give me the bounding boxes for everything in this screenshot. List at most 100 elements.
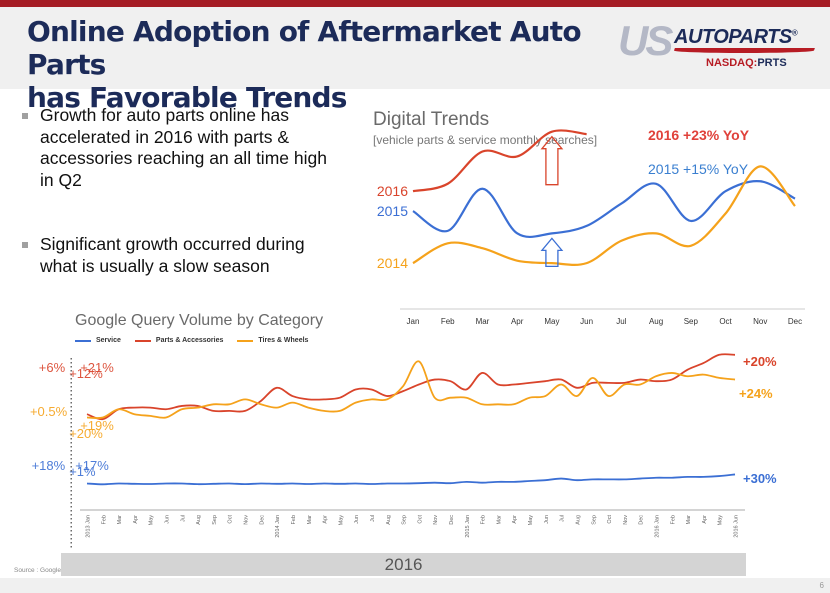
annotation-label: +12% [69,366,103,381]
x-tick-label: Feb [441,317,455,326]
x-tick-label: Jul [180,515,186,522]
page-number: 6 [819,581,824,590]
annotation-label: +19% [80,418,114,433]
annotation-label: +1% [69,464,96,479]
x-tick-label: Mar [307,515,313,525]
series-line-2015 [412,179,796,239]
x-tick-label: Jun [580,317,593,326]
company-logo: US AUTOPARTS® [618,20,818,70]
x-tick-label: Jun [544,515,550,524]
legend-swatch-tires [237,339,254,342]
legend-label-tires: Tires & Wheels [258,337,309,344]
x-tick-label: Sep [212,515,218,525]
query-volume-title: Google Query Volume by Category [75,312,324,329]
logo-autoparts-text: AUTOPARTS® [674,26,798,49]
x-tick-label: Nov [753,317,767,326]
x-tick-label: 2016 Jun [734,515,740,538]
x-tick-label: Nov [244,515,250,525]
logo-autoparts-word: AUTOPARTS [674,26,792,48]
bullet-item: Growth for auto parts online has acceler… [20,105,340,191]
digital-trends-subtitle: [vehicle parts & service monthly searche… [373,133,598,147]
x-tick-label: Oct [228,515,234,524]
footer-background [0,578,830,593]
annotation-label: +21% [80,360,114,375]
x-tick-label: Aug [196,515,202,525]
digital-trends-title: Digital Trends [373,109,490,130]
slide-title: Online Adoption of Aftermarket Auto Part… [27,15,617,114]
annotation-label: +30% [743,471,777,486]
x-tick-label: Feb [481,515,487,524]
series-line-service [86,473,736,486]
x-tick-label: Dec [788,317,802,326]
annotation-label: +20% [69,426,103,441]
top-accent-bar [0,0,830,7]
x-tick-label: May [338,515,344,526]
x-tick-label: May [718,515,724,526]
x-tick-label: Jul [560,515,566,522]
x-tick-label: Apr [511,317,524,326]
x-tick-label: 2014 Jan [275,515,281,538]
legend-swatch-parts [134,339,151,342]
logo-us-text: US [618,17,673,64]
ticker-symbol: PRTS [757,57,787,69]
bullet-list: Growth for auto parts online has acceler… [20,105,340,320]
x-tick-label: Aug [649,317,663,326]
x-tick-label: May [528,515,534,526]
series-line-2014 [412,165,796,266]
x-tick-label: Feb [291,515,297,524]
x-tick-label: Oct [417,515,423,524]
annotation-label: +20% [743,354,777,369]
legend-item-parts: Parts & Accessories [134,337,224,344]
x-tick-label: Nov [433,515,439,525]
source-note: Source : Google [14,567,61,574]
legend-item-tires: Tires & Wheels [237,337,308,344]
annotation-label: +0.5% [30,404,68,419]
x-tick-label: Dec [259,515,265,525]
year-band-2016: 2016 [61,553,746,576]
bullet-item: Significant growth occurred during what … [20,234,340,277]
x-tick-label: Apr [702,515,708,524]
x-tick-label: Dec [449,515,455,525]
query-volume-legend: Service Parts & Accessories Tires & Whee… [75,337,308,344]
x-tick-label: Apr [133,515,139,524]
x-tick-label: 2016 Jan [654,515,660,538]
x-tick-label: Feb [101,515,107,524]
x-tick-label: Oct [607,515,613,524]
x-tick-label: Oct [719,317,732,326]
series-label-2016: 2016 [377,183,408,199]
legend-label-parts: Parts & Accessories [155,337,224,344]
annotation-2015-yoy: 2015 +15% YoY [648,161,749,177]
x-tick-label: 2013 Jan [86,515,92,538]
bullet-text: Growth for auto parts online has acceler… [40,105,327,190]
x-tick-label: Aug [575,515,581,525]
x-tick-label: Sep [591,515,597,525]
x-tick-label: Jul [370,515,376,522]
series-line-tires-wheels [86,360,736,420]
x-tick-label: Sep [684,317,699,326]
x-tick-label: Sep [402,515,408,525]
x-tick-label: Jun [354,515,360,524]
series-label-2014: 2014 [377,255,408,271]
x-tick-label: Mar [117,515,123,525]
x-tick-label: Feb [670,515,676,524]
x-tick-label: May [149,515,155,526]
ticker-label: NASDAQ:PRTS [706,57,787,69]
annotation-label: +24% [739,386,773,401]
bullet-square-icon [22,242,28,248]
annotation-label: +6% [39,360,66,375]
x-tick-label: Jun [165,515,171,524]
x-tick-label: 2015 Jan [465,515,471,538]
legend-swatch-service [75,339,91,342]
x-tick-label: Mar [496,515,502,525]
bullet-text: Significant growth occurred during what … [40,234,305,276]
slide-title-line-2: has Favorable Trends [27,81,347,114]
x-tick-label: Apr [323,515,329,524]
series-line-2016 [412,129,587,193]
x-tick-label: Aug [386,515,392,525]
arrow-up-icon [540,237,564,268]
x-tick-label: Nov [623,515,629,525]
bullet-square-icon [22,113,28,119]
legend-item-service: Service [75,337,121,344]
x-tick-label: Dec [639,515,645,525]
